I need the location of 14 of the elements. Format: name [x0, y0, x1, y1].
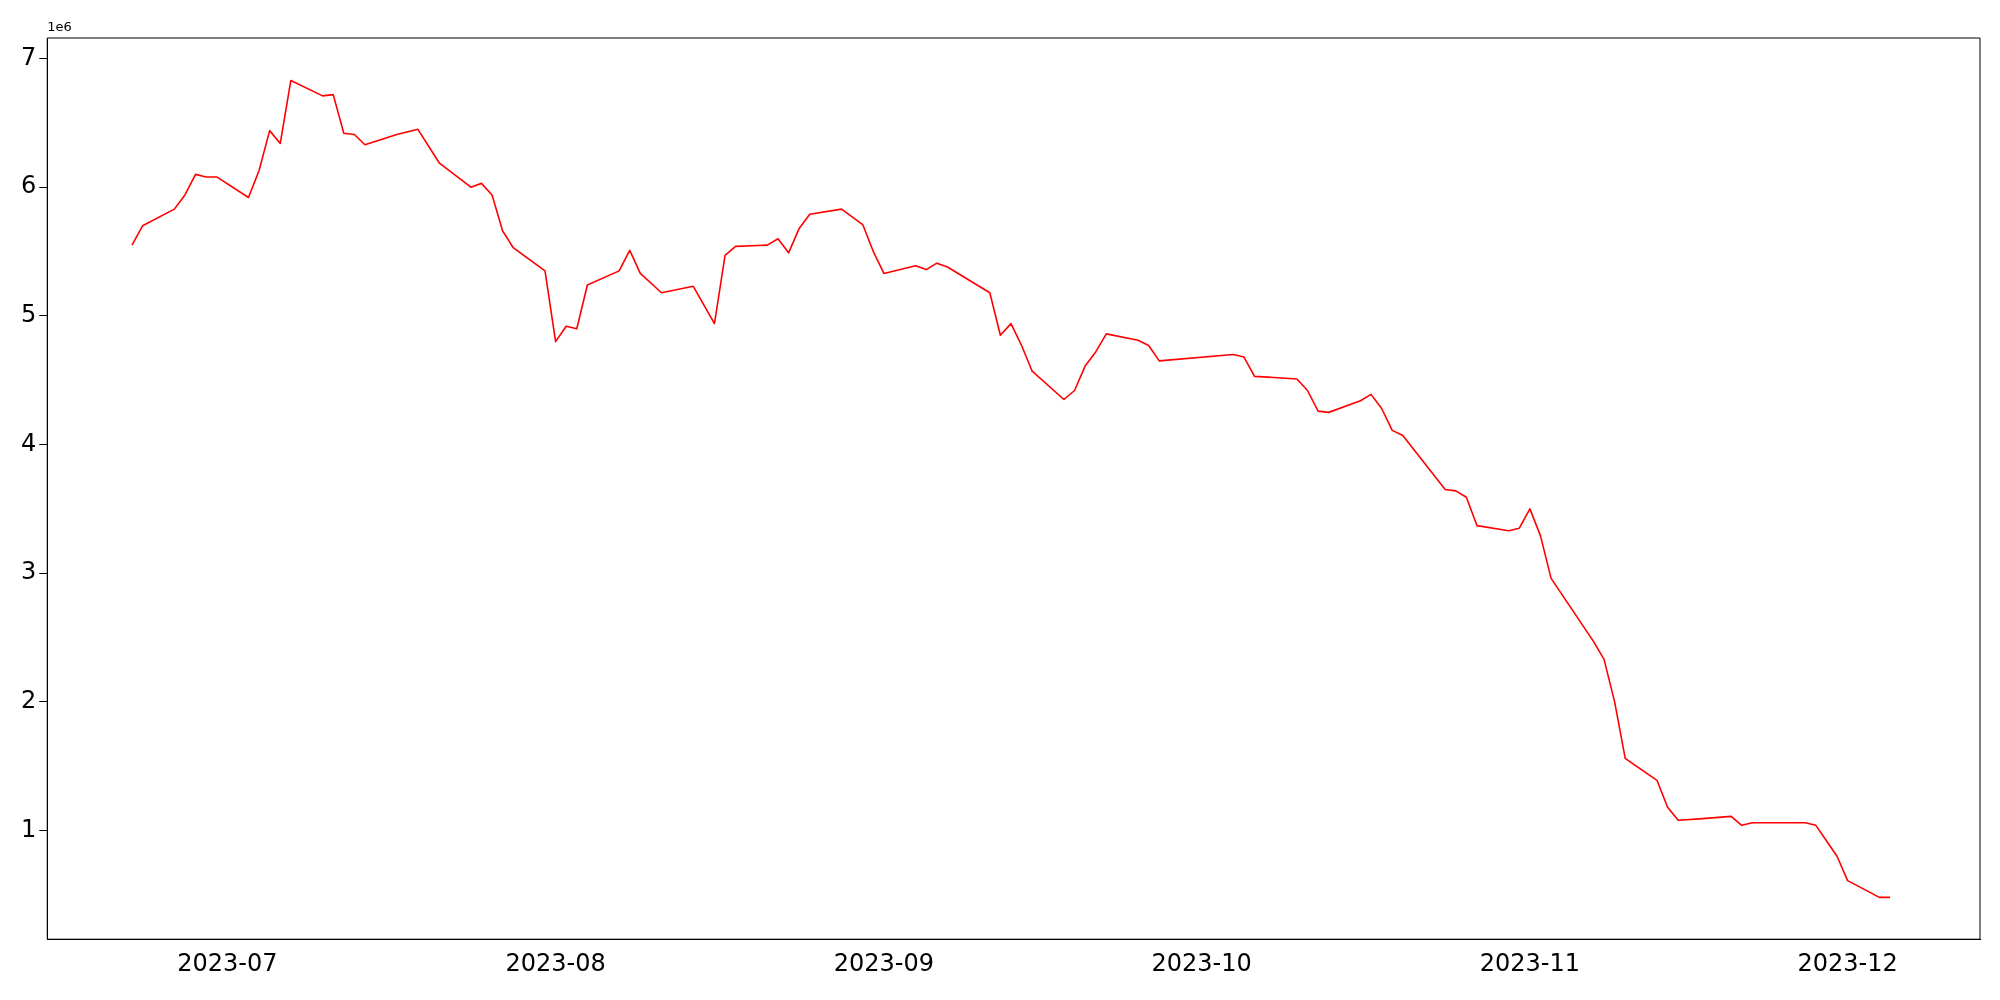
y-tick-label: 1: [20, 814, 37, 843]
y-tick-label: 5: [20, 300, 37, 329]
x-tick-label: 2023-07: [177, 948, 278, 977]
x-tick-label: 2023-10: [1151, 948, 1252, 977]
x-tick-label: 2023-09: [833, 948, 935, 977]
text: 1e6: [47, 18, 72, 34]
y-tick-label: 3: [20, 557, 37, 586]
y-tick-label: 2: [20, 686, 37, 715]
x-tick-label: 2023-11: [1479, 948, 1581, 977]
y-tick-label: 7: [20, 42, 37, 71]
y-tick-label: 4: [20, 428, 37, 457]
x-tick-label: 2023-08: [505, 948, 606, 977]
x-tick-label: 2023-12: [1797, 948, 1898, 977]
y-tick-label: 6: [20, 171, 37, 200]
